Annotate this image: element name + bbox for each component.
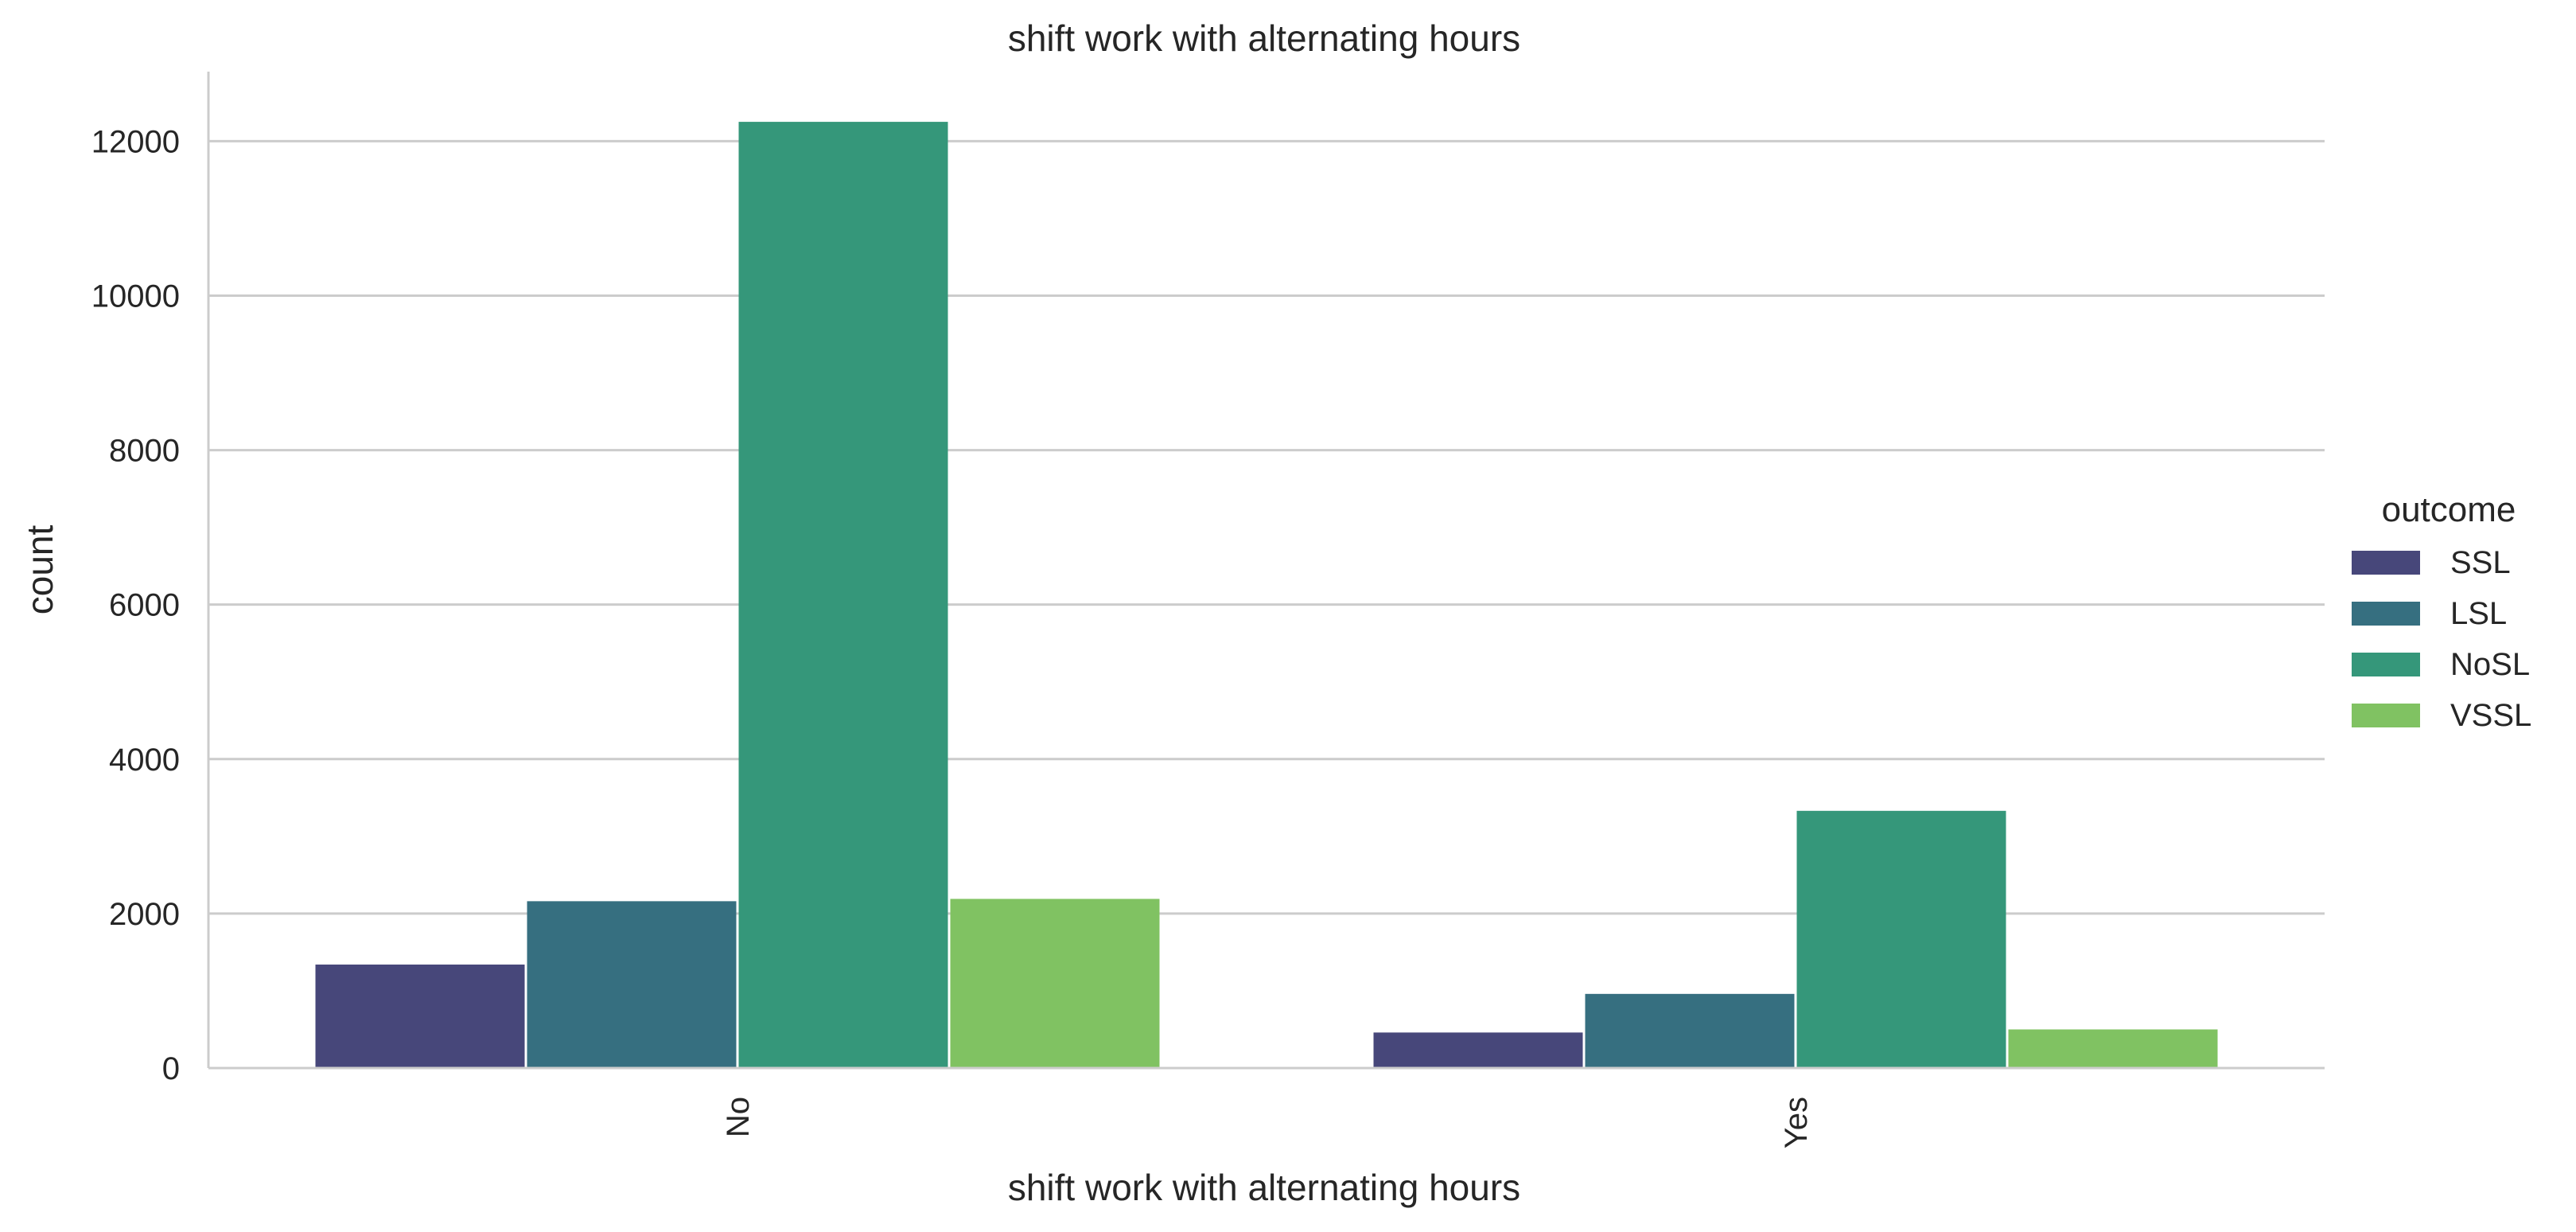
legend-label-vssl: VSSL <box>2450 698 2531 733</box>
x-tick-label: No <box>721 1097 756 1137</box>
bar-ssl-no <box>315 964 525 1068</box>
y-tick-label: 2000 <box>109 897 180 932</box>
legend-title: outcome <box>2382 490 2516 529</box>
bar-lsl-yes <box>1585 993 1795 1068</box>
x-axis-label: shift work with alternating hours <box>1008 1167 1520 1208</box>
legend: outcome SSL LSL NoSL VSSL <box>2352 490 2531 733</box>
y-tick-label: 4000 <box>109 743 180 778</box>
y-tick-label: 6000 <box>109 588 180 623</box>
x-tick-label: Yes <box>1779 1097 1814 1148</box>
legend-swatch-ssl <box>2352 551 2420 575</box>
bar-vssl-no <box>950 899 1160 1068</box>
bars <box>315 122 2218 1069</box>
y-tick-label: 12000 <box>91 124 180 159</box>
bar-nosl-yes <box>1796 810 2006 1068</box>
legend-swatch-vssl <box>2352 704 2420 727</box>
legend-label-lsl: LSL <box>2450 596 2507 631</box>
legend-swatch-lsl <box>2352 602 2420 626</box>
y-axis-label: count <box>19 525 60 615</box>
y-tick-label: 10000 <box>91 279 180 314</box>
y-tick-label: 0 <box>162 1051 180 1086</box>
bar-nosl-no <box>738 122 948 1069</box>
chart-title: shift work with alternating hours <box>1008 18 1520 59</box>
x-tick-labels: No Yes <box>721 1097 1814 1148</box>
legend-label-nosl: NoSL <box>2450 647 2530 682</box>
bar-lsl-no <box>527 901 737 1068</box>
y-tick-labels: 0 2000 4000 6000 8000 10000 12000 <box>91 124 180 1086</box>
bar-ssl-yes <box>1373 1032 1583 1068</box>
y-tick-label: 8000 <box>109 434 180 469</box>
legend-swatch-nosl <box>2352 653 2420 676</box>
legend-label-ssl: SSL <box>2450 545 2511 580</box>
bar-vssl-yes <box>2008 1029 2218 1068</box>
